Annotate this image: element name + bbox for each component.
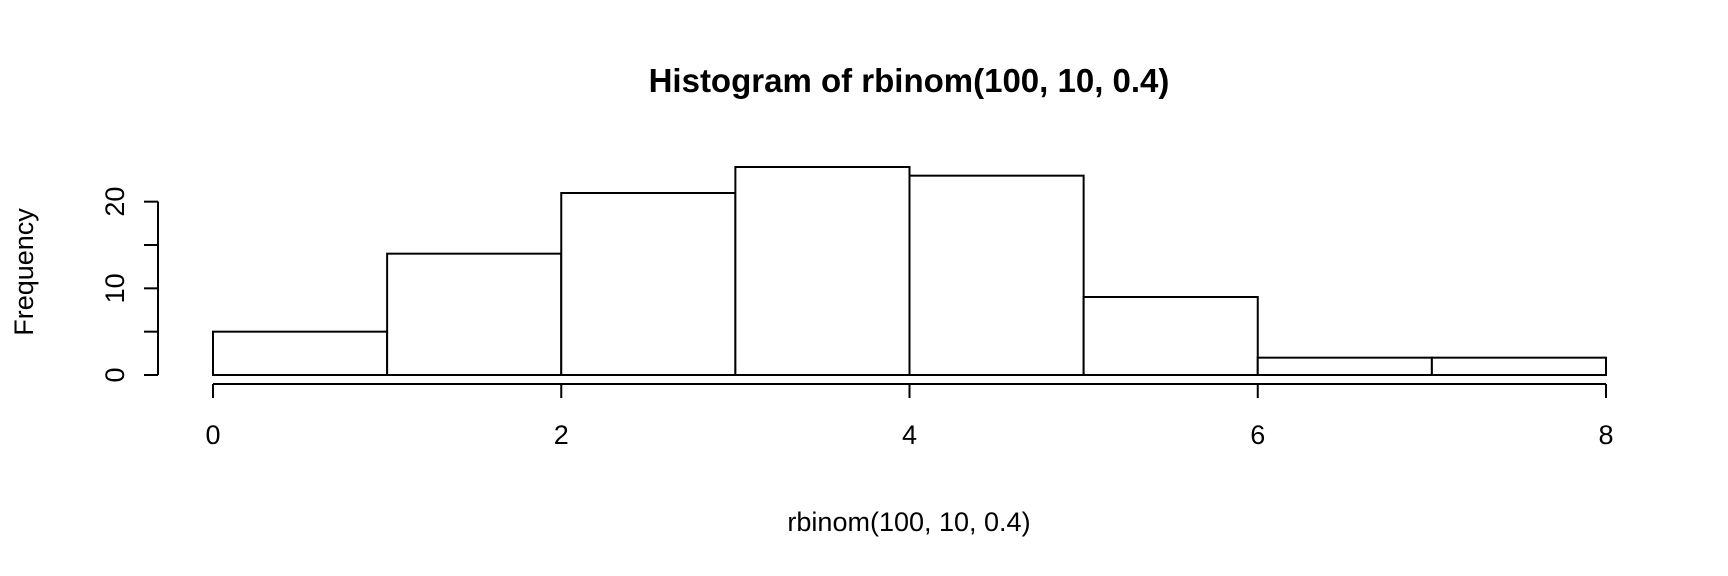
bars-group: [212, 166, 1607, 377]
histogram-bar-0: [212, 330, 389, 376]
x-axis: 0 2 4 6 8: [205, 383, 1614, 450]
x-tick-label-1: 2: [554, 420, 569, 450]
y-axis-label: Frequency: [9, 208, 39, 336]
histogram-bar-1: [386, 252, 563, 377]
chart-title: Histogram of rbinom(100, 10, 0.4): [649, 62, 1170, 99]
x-tick-label-0: 0: [205, 420, 220, 450]
histogram-bar-3: [734, 166, 911, 376]
y-axis: 0 10 20: [100, 187, 159, 383]
x-tick-label-2: 4: [902, 420, 917, 450]
x-tick-label-4: 8: [1598, 420, 1613, 450]
histogram-bar-7: [1430, 356, 1607, 376]
x-tick-label-3: 6: [1250, 420, 1265, 450]
histogram-bar-5: [1082, 296, 1259, 376]
y-tick-label-2: 10: [100, 273, 130, 303]
histogram-bar-2: [560, 192, 737, 376]
x-axis-label: rbinom(100, 10, 0.4): [787, 507, 1030, 537]
histogram-bar-6: [1256, 356, 1433, 376]
histogram-bar-4: [908, 174, 1085, 376]
y-tick-label-0: 0: [100, 367, 130, 382]
y-tick-label-4: 20: [100, 187, 130, 217]
